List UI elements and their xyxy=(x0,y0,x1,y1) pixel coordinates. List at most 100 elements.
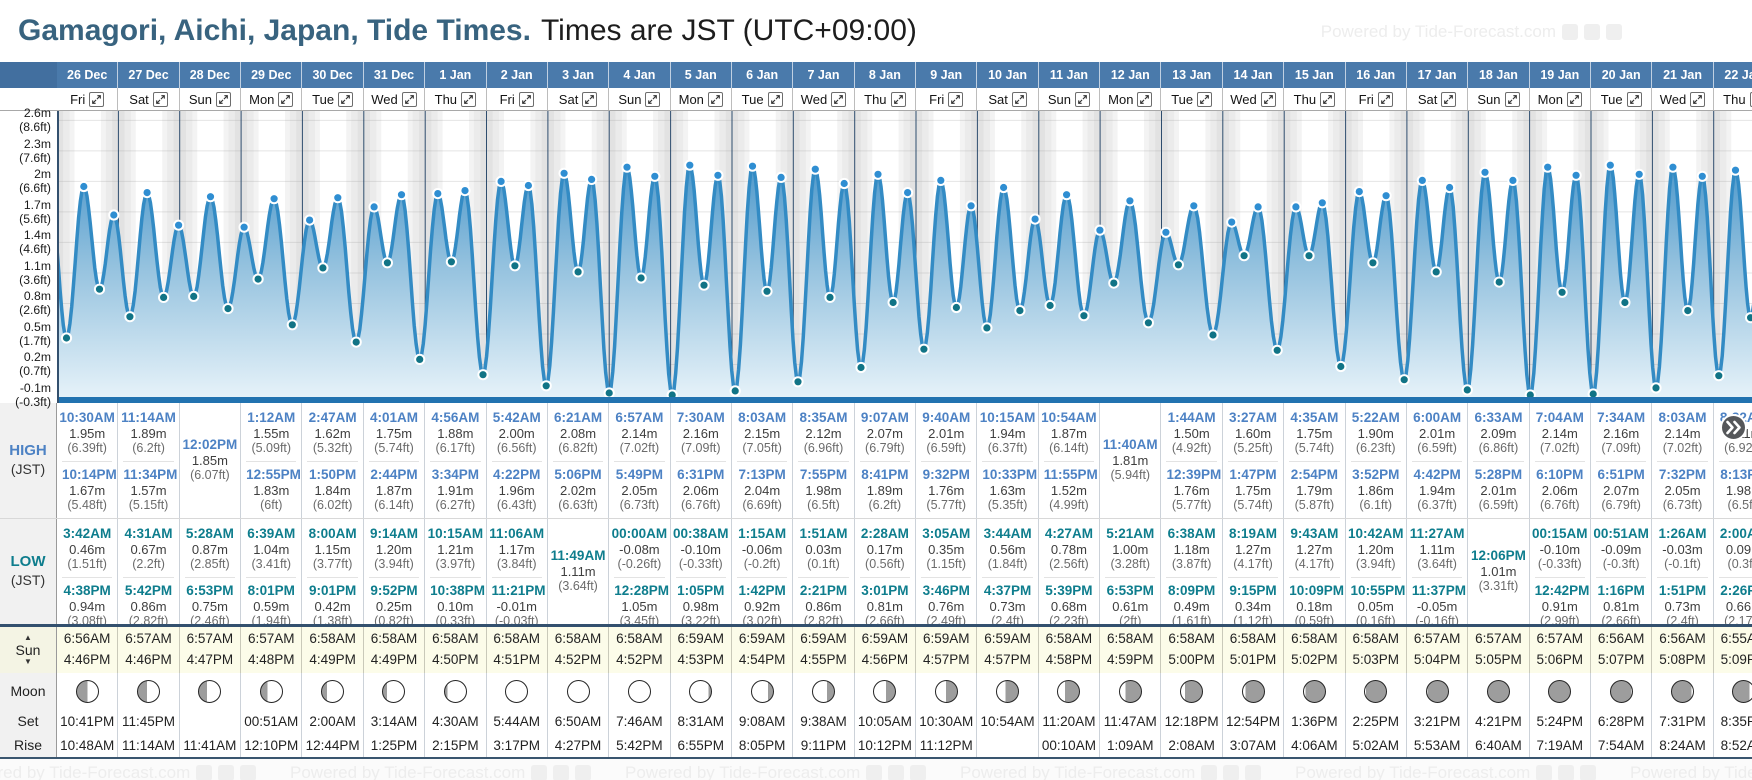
expand-day-button[interactable] xyxy=(1075,91,1090,107)
high-tide-time: 8:03AM xyxy=(738,410,787,425)
sunrise-time: 6:57AM xyxy=(1475,631,1522,647)
high-tide-height-ft: (6.39ft) xyxy=(67,440,107,455)
low-tide-height-ft: (4.17ft) xyxy=(1294,556,1335,571)
expand-day-button[interactable] xyxy=(948,91,964,107)
moonrise-time: 5:42PM xyxy=(616,737,663,753)
expand-day-button[interactable] xyxy=(582,91,598,107)
watermark: Powered by Tide-Forecast.com xyxy=(0,763,257,780)
high-tide-entry: 5:28PM 2.01m (6.59ft) xyxy=(1473,461,1524,515)
expand-day-button[interactable] xyxy=(338,91,354,107)
low-tide-height-m: 0.66m xyxy=(1725,598,1752,614)
low-tide-height-ft: (3.87ft) xyxy=(1171,556,1212,571)
low-tide-height-m: 1.15m xyxy=(314,541,351,557)
low-tide-cell: 1:51AM 0.03m (0.1ft) 2:21PM 0.86m (2.82ft) xyxy=(793,519,855,624)
next-days-button[interactable] xyxy=(1720,414,1747,441)
high-tide-time: 11:14AM xyxy=(121,410,176,425)
low-tide-height-m: -0.10m xyxy=(1539,541,1581,557)
high-tide-time: 6:00AM xyxy=(1413,410,1462,425)
expand-day-button[interactable] xyxy=(461,91,477,107)
y-axis-tick-label: 0.8m (2.6ft) xyxy=(19,289,51,318)
expand-day-button[interactable] xyxy=(1320,91,1336,107)
expand-day-button[interactable] xyxy=(1011,91,1027,107)
expand-day-button[interactable] xyxy=(89,91,105,107)
moonset-time: 7:31PM xyxy=(1659,713,1706,729)
high-tide-cell: 11:14AM 1.89m (6.2ft) 11:34PM 1.57m (5.15ft) xyxy=(118,403,180,518)
expand-day-button[interactable] xyxy=(645,91,661,107)
expand-day-button[interactable] xyxy=(1504,91,1520,107)
low-tide-height-ft: (3.31ft) xyxy=(1478,579,1519,594)
sunrise-time: 6:58AM xyxy=(616,631,663,647)
expand-day-button[interactable] xyxy=(1197,91,1213,107)
expand-day-button[interactable] xyxy=(767,91,783,107)
expand-day-button[interactable] xyxy=(1749,91,1752,107)
low-tide-height-ft: (3.22ft) xyxy=(680,613,721,624)
low-tide-time: 4:38PM xyxy=(63,583,111,599)
sunrise-time: 6:56AM xyxy=(63,631,111,647)
expand-day-button[interactable] xyxy=(278,91,294,107)
moon-phase-icon xyxy=(75,679,99,703)
weekday-label: Fri xyxy=(1358,91,1374,107)
high-tide-height-ft: (6.59ft) xyxy=(1417,440,1457,455)
high-tide-entry: 2:44PM 1.87m (6.14ft) xyxy=(368,461,420,515)
moonrise-time: 8:05PM xyxy=(738,737,786,753)
low-tide-entry: 1:51AM 0.03m (0.1ft) xyxy=(793,524,853,574)
expand-day-button[interactable] xyxy=(1377,91,1393,107)
expand-day-button[interactable] xyxy=(1690,91,1706,107)
expand-day-button[interactable] xyxy=(401,91,417,107)
high-tide-entry: 7:34AM 2.16m (7.09ft) xyxy=(1591,408,1651,458)
moon-phase-icon xyxy=(934,679,958,703)
expand-day-button[interactable] xyxy=(1566,91,1582,107)
watermark-icon xyxy=(531,765,548,780)
high-tide-entry: 8:35AM 2.12m (6.96ft) xyxy=(793,408,853,458)
weekday-label: Tue xyxy=(1600,91,1623,107)
low-tide-time: 3:01PM xyxy=(861,583,909,599)
expand-day-button[interactable] xyxy=(152,91,168,107)
high-tide-height-ft: (6.02ft) xyxy=(312,497,353,512)
high-tide-height-ft: (6.14ft) xyxy=(1049,440,1089,455)
moonrise-time: 7:54AM xyxy=(1597,737,1645,753)
low-tide-time: 10:15AM xyxy=(427,526,484,541)
expand-day-button[interactable] xyxy=(707,91,723,107)
sun-cell: 6:55AM 5:09PM xyxy=(1714,627,1752,673)
high-tide-time: 6:31PM xyxy=(677,467,725,483)
high-tide-time: 1:12AM xyxy=(247,410,296,425)
high-tide-time: 10:54AM xyxy=(1041,410,1097,425)
sun-cell: 6:56AM 4:46PM xyxy=(57,627,119,673)
high-tide-height-m: 2.15m xyxy=(744,425,781,441)
y-axis-tick-label: 0.2m (0.7ft) xyxy=(19,350,51,379)
low-tide-height-ft: (1.84ft) xyxy=(987,556,1028,571)
low-tide-height-m: 0.59m xyxy=(253,598,290,614)
high-tide-time: 8:03AM xyxy=(1658,410,1707,425)
high-tide-time: 11:34PM xyxy=(123,467,178,483)
high-tide-time: 7:32PM xyxy=(1658,467,1707,483)
expand-day-button[interactable] xyxy=(1137,91,1153,107)
high-tide-height-m: 1.89m xyxy=(866,482,903,498)
moon-phase xyxy=(1118,673,1142,709)
expand-day-button[interactable] xyxy=(1441,91,1457,107)
sunrise-time: 6:58AM xyxy=(1352,631,1399,647)
low-tide-entry: 1:05PM 0.98m (3.22ft) xyxy=(675,577,726,624)
watermark: Powered by Tide-Forecast.com xyxy=(1630,763,1752,780)
high-tide-entry: 11:14AM 1.89m (6.2ft) xyxy=(118,408,178,458)
expand-day-button[interactable] xyxy=(215,91,231,107)
moon-phase xyxy=(1057,673,1081,709)
high-tide-entry: 11:55PM 1.52m (4.99ft) xyxy=(1043,461,1098,515)
low-tide-time: 4:27AM xyxy=(1044,526,1093,541)
weekday-cell: Thu xyxy=(1714,88,1752,110)
expand-day-button[interactable] xyxy=(1260,91,1276,107)
low-tide-cell: 8:00AM 1.15m (3.77ft) 9:01PM 0.42m (1.38ft) xyxy=(302,519,364,624)
expand-day-button[interactable] xyxy=(1626,91,1642,107)
expand-day-button[interactable] xyxy=(831,91,847,107)
high-tide-height-ft: (6.27ft) xyxy=(435,497,476,512)
expand-day-button[interactable] xyxy=(518,91,534,107)
moon-cell: 9:08AM 8:05PM xyxy=(732,673,794,757)
moonrise-time: 12:44PM xyxy=(305,737,360,753)
moonset-time: 1:36PM xyxy=(1291,713,1338,729)
weekday-label: Thu xyxy=(864,91,887,107)
low-tide-entry: 6:39AM 1.04m (3.41ft) xyxy=(241,524,301,574)
high-tide-time: 1:47PM xyxy=(1229,467,1277,483)
sunrise-time: 6:59AM xyxy=(800,631,847,647)
high-tide-time: 9:32PM xyxy=(922,467,970,483)
expand-day-button[interactable] xyxy=(890,91,906,107)
high-tide-height-ft: (5.77ft) xyxy=(926,497,967,512)
